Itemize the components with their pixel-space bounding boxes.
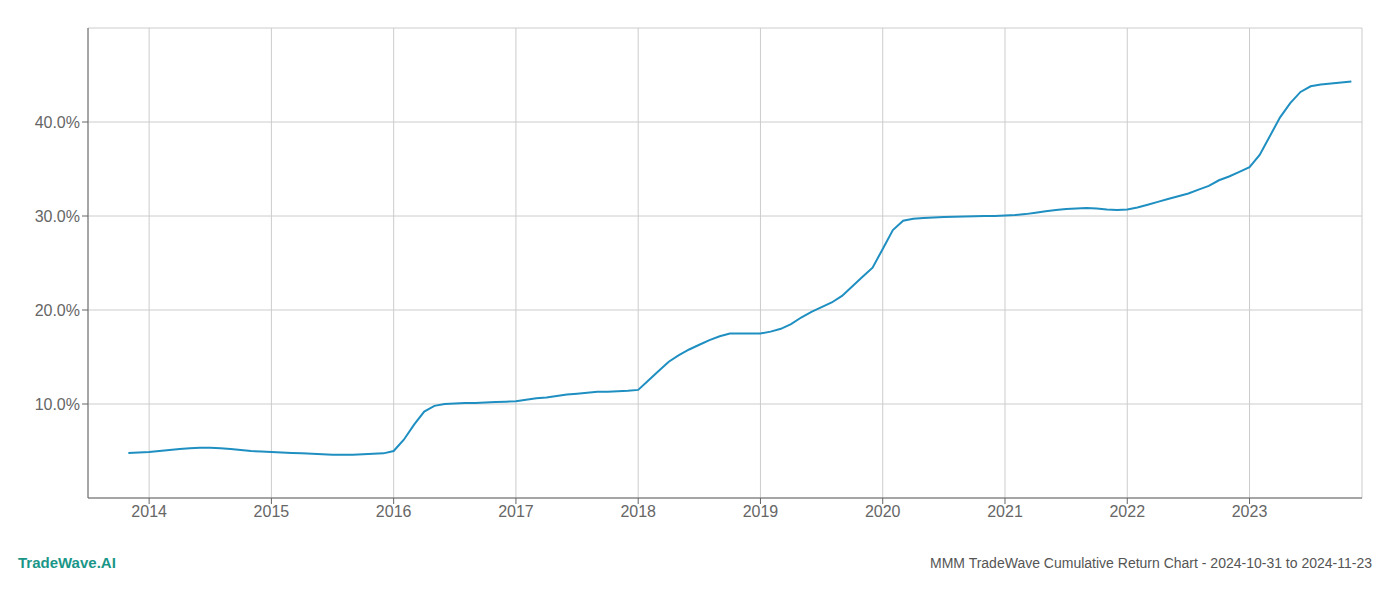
- svg-text:2023: 2023: [1232, 503, 1268, 520]
- svg-text:2015: 2015: [254, 503, 290, 520]
- svg-text:2021: 2021: [987, 503, 1023, 520]
- svg-text:2020: 2020: [865, 503, 901, 520]
- html-text:MMM TradeWave Cumulative Retur: MMM TradeWave Cumulative Return Chart - …: [930, 554, 1372, 571]
- svg-text:40.0%: 40.0%: [35, 114, 80, 131]
- svg-text:2019: 2019: [743, 503, 779, 520]
- svg-text:2016: 2016: [376, 503, 412, 520]
- svg-text:2017: 2017: [498, 503, 534, 520]
- svg-text:20.0%: 20.0%: [35, 302, 80, 319]
- svg-text:10.0%: 10.0%: [35, 396, 80, 413]
- html-text:TradeWave.AI: TradeWave.AI: [18, 554, 116, 571]
- svg-text:2014: 2014: [131, 503, 167, 520]
- svg-text:30.0%: 30.0%: [35, 208, 80, 225]
- svg-text:2022: 2022: [1109, 503, 1145, 520]
- svg-text:2018: 2018: [620, 503, 656, 520]
